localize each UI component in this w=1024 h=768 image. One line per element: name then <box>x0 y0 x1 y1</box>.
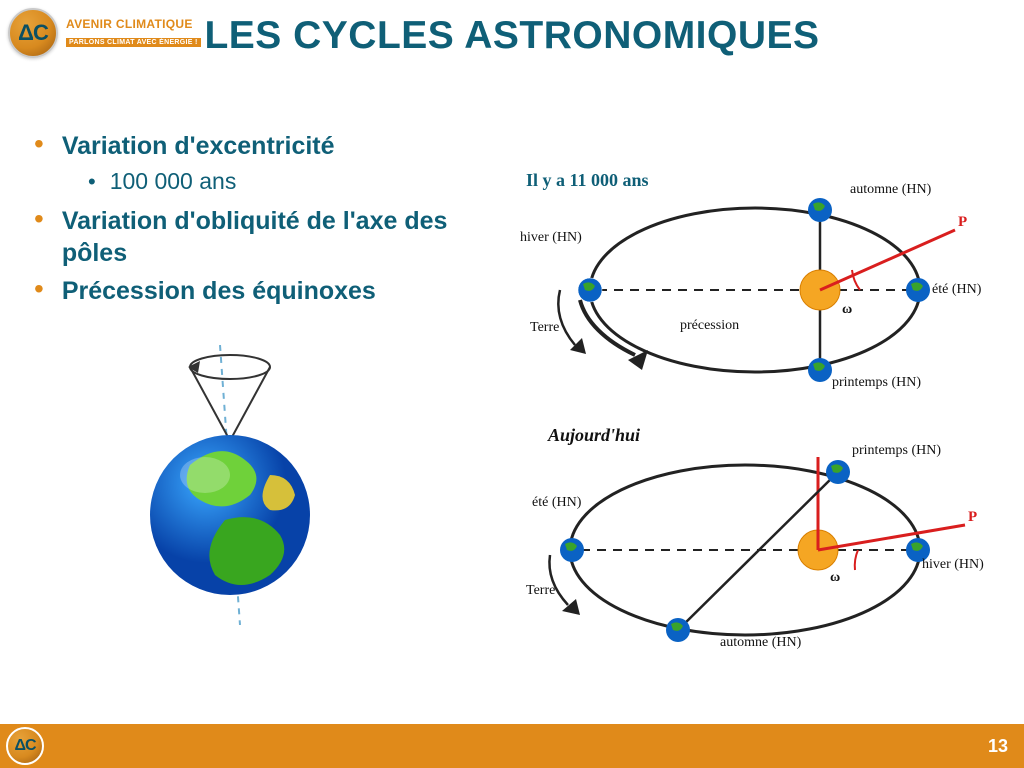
bullet-3-text: Précession des équinoxes <box>62 275 376 307</box>
d2-label-top: printemps (HN) <box>852 443 941 459</box>
d2-terre: Terre <box>526 583 555 599</box>
d1-label-bottom: printemps (HN) <box>832 375 921 391</box>
footer-logo-delta: ΔC <box>14 737 35 755</box>
d1-label-right: été (HN) <box>932 282 981 298</box>
d2-p: P <box>968 509 977 526</box>
orbit-diagrams: Il y a 11 000 ans <box>520 170 1010 690</box>
page-title: LES CYCLES ASTRONOMIQUES <box>0 14 1024 58</box>
bullet-2-text: Variation d'obliquité de l'axe des pôles <box>62 205 514 269</box>
bullet-1: • Variation d'excentricité <box>34 130 514 162</box>
d1-label-top: automne (HN) <box>850 182 931 198</box>
bullet-1-text: Variation d'excentricité <box>62 130 335 162</box>
orbit-diagram-past: Il y a 11 000 ans <box>520 170 990 400</box>
bullet-1-sub-1-text: 100 000 ans <box>110 168 237 195</box>
bullet-dot-icon: • <box>34 275 44 303</box>
d1-label-left: hiver (HN) <box>520 230 582 246</box>
bullet-1-sub-1: • 100 000 ans <box>88 168 514 195</box>
d2-label-bottom: automne (HN) <box>720 635 801 651</box>
bullet-2: • Variation d'obliquité de l'axe des pôl… <box>34 205 514 269</box>
bullet-3: • Précession des équinoxes <box>34 275 514 307</box>
orbit-2-svg <box>520 425 990 660</box>
d2-label-right: hiver (HN) <box>922 557 984 573</box>
d1-terre: Terre <box>530 320 559 336</box>
d1-p: P <box>958 214 967 231</box>
d1-omega: ω <box>842 302 852 318</box>
d2-label-left: été (HN) <box>532 495 581 511</box>
orbit-1-svg <box>520 170 990 400</box>
footer: ΔC 13 <box>0 724 1024 768</box>
bullet-list: • Variation d'excentricité • 100 000 ans… <box>34 130 514 313</box>
d2-omega: ω <box>830 570 840 586</box>
bullet-dot-icon: • <box>34 205 44 233</box>
precession-globe-figure <box>130 345 330 595</box>
globe-svg <box>130 345 330 625</box>
orbit-diagram-today: Aujourd'hui printemps (H <box>520 425 990 655</box>
bullet-dot-icon: • <box>34 130 44 158</box>
d1-precession: précession <box>680 318 739 334</box>
page-number: 13 <box>988 736 1008 757</box>
subbullet-dot-icon: • <box>88 171 96 193</box>
footer-logo-icon: ΔC <box>6 727 44 765</box>
